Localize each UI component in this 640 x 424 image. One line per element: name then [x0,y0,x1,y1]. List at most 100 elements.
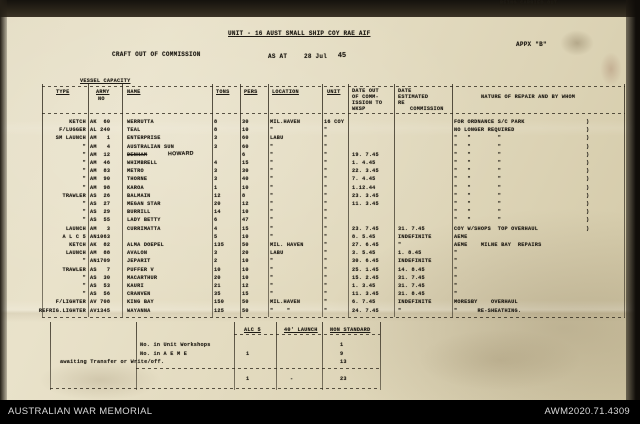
cell-pers: 47 [242,217,249,224]
cell-unit: " [324,233,328,240]
cell-tons: 3 [214,168,218,175]
summary-row-label: No. in A E M E [140,350,188,357]
cell-tons: 3 [214,250,218,257]
cell-location: " [270,258,274,265]
cell-pers: 60 [242,143,249,150]
cell-army-no: AM 4 [90,143,111,150]
cell-date-out: 1.12.44 [352,184,376,191]
cell-army-no: AL 240 [90,127,111,134]
rule-sum-bottom [50,388,380,389]
cell-name: THORNE [127,176,148,183]
cell-type: F/LUGGER [59,127,86,134]
cell-date-out: 3. 5.45 [352,250,376,257]
cell-name: BURRILL [127,209,151,216]
cell-pers: 50 [242,299,249,306]
cell-location: MIL.HAVEN [270,119,301,125]
cell-date-out: 19. 7.45 [352,151,379,158]
summary-cell-alc5: 1 [246,350,250,357]
cell-type: " [82,209,86,216]
cell-unit: " [324,291,328,298]
cell-nature: " [454,283,458,289]
rule-below-headers [42,113,625,114]
cell-tons: 125 [214,307,225,314]
cell-type: " [82,184,86,191]
cell-army-no: AV1345 [90,307,111,314]
cell-bracket: ) [586,119,590,125]
cell-army-no: AS 56 [90,291,111,298]
cell-army-no: AK 60 [90,119,111,125]
cell-name: KAROA [127,184,144,191]
cell-pers: 10 [242,274,249,281]
col-head-nature-2: BEING CARRIED OUT [500,0,558,6]
cell-type: REFRIG.LIGHTER [38,307,86,314]
cell-bracket: ) [586,160,590,166]
cell-type: " [82,201,86,207]
cell-unit: " [324,201,328,207]
cell-name: JEPARIT [127,258,151,265]
cell-type: " [82,274,86,281]
unit-title: UNIT - 16 AUST SMALL SHIP COY RAE AIF [228,30,371,37]
cell-date-out: 27. 6.45 [352,242,379,248]
cell-type: TRAWLER [62,192,86,199]
col-head-date-est-2: ESTIMATED [398,94,429,100]
cell-location: " [270,160,274,166]
cell-tons: 35 [214,291,221,298]
rule-v-tons [212,84,213,317]
cell-tons: 14 [214,209,221,216]
cell-date-out: 1. 4.45 [352,160,376,166]
col-head-date-out-2: OF COMM- [352,94,379,100]
cell-nature: " " " [454,192,502,199]
rule-sum-header [234,334,380,335]
cell-pers: 15 [242,291,249,298]
cell-pers: 10 [242,258,249,265]
summary-cell-non-standard: 13 [340,359,347,365]
cell-type: " [82,151,86,158]
cell-nature: " " " [454,143,502,150]
cell-type: KETCH [69,119,86,125]
cell-pers: 50 [242,307,249,314]
rule-table-bottom [42,317,625,318]
col-head-date-est-4: COMMISSION [410,106,444,112]
cell-type: LAUNCH [65,225,86,232]
cell-type: " [82,168,86,175]
cell-unit: 16 COY [324,119,345,125]
scan-edge-top [0,0,640,17]
cell-date-est: INDEFINITE [398,233,432,240]
cell-tons: 6 [214,217,218,224]
cell-location: " [270,151,274,158]
paper-crease-lower [0,300,640,322]
cell-name: WERRUTTA [127,119,154,125]
cell-date-out: 24. 7.45 [352,307,379,314]
cell-date-est: 1. 8.45 [398,250,422,257]
cell-pers: 20 [242,250,249,257]
rule-v-date-out [348,84,349,317]
cell-location: " [270,209,274,216]
cell-name: DENHAM [127,151,148,158]
cell-pers: 60 [242,135,249,142]
cell-nature: AEME MILNE BAY REPAIRS [454,242,542,248]
paper-crease-upper [0,120,640,136]
cell-army-no: AN1709 [90,258,111,265]
cell-name-handwritten: HOWARD [167,150,194,158]
cell-date-out: 22. 3.45 [352,168,379,175]
cell-bracket: ) [586,143,590,150]
col-head-army-no-2: NO [98,96,105,102]
cell-date-out: 11. 3.45 [352,291,379,298]
cell-location: " [270,291,274,298]
cell-army-no: AM 12 [90,151,111,158]
rule-v-sum-left [50,322,51,390]
cell-unit: " [324,283,328,289]
cell-unit: " [324,143,328,150]
cell-location: " [270,127,274,134]
cell-location: MIL. HAVEN [270,242,304,248]
cell-name: PUFFER V [127,266,154,273]
cell-name: MEGAN STAR [127,201,161,207]
cell-name: METRO [127,168,144,175]
appendix-label: APPX "B" [516,41,547,48]
cell-pers: 30 [242,168,249,175]
cell-date-est: 31. 7.45 [398,225,425,232]
cell-name: CURRIMATTA [127,225,161,232]
cell-nature: " " " [454,201,502,207]
cell-bracket: ) [586,201,590,207]
